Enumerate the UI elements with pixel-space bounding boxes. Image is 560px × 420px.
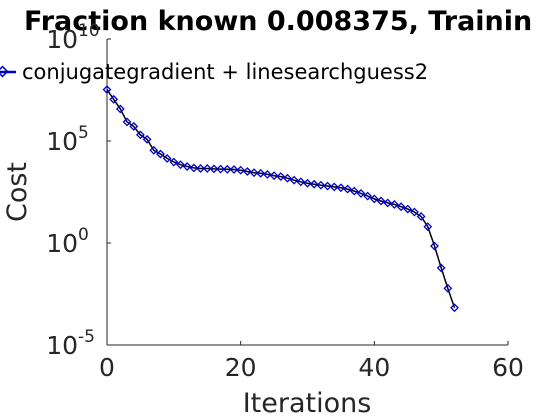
data-point: [416, 212, 426, 221]
data-point: [129, 121, 139, 131]
data-point: [336, 183, 346, 193]
data-point: [189, 163, 199, 173]
y-tick-label-base: 10: [46, 25, 78, 54]
data-point: [309, 179, 319, 189]
data-point: [436, 263, 446, 273]
y-tick-label-exponent: -5: [78, 327, 95, 347]
data-point: [369, 194, 379, 204]
data-point: [162, 153, 172, 163]
data-point: [450, 303, 459, 313]
data-point: [182, 162, 192, 171]
data-point: [242, 167, 252, 176]
data-point: [122, 117, 132, 127]
data-point: [410, 207, 419, 217]
data-point: [256, 168, 266, 178]
data-point: [249, 168, 259, 178]
data-point: [109, 94, 119, 104]
data-point: [149, 145, 159, 155]
data-point: [349, 186, 359, 196]
axes: [106, 39, 508, 346]
data-point: [303, 178, 312, 188]
data-point: [396, 202, 406, 212]
data-point: [363, 191, 373, 201]
data-point: [229, 165, 239, 174]
data-point: [383, 198, 393, 208]
y-tick-label-exponent: 0: [78, 225, 89, 245]
legend-marker-sample: [0, 65, 9, 78]
data-point: [283, 173, 292, 183]
data-point: [389, 199, 399, 209]
chart-title: Fraction known 0.008375, Trainin: [24, 6, 532, 37]
data-point: [443, 283, 453, 293]
x-tick-label: 60: [492, 353, 524, 382]
data-point: [209, 164, 219, 174]
legend: conjugategradient + linesearchguess2: [0, 60, 428, 84]
data-point: [296, 177, 306, 187]
x-tick-label: 20: [225, 353, 257, 382]
series-group: [102, 85, 459, 313]
data-point: [343, 184, 353, 194]
y-tick-label-exponent: 5: [78, 123, 89, 143]
data-point: [329, 182, 339, 192]
data-point: [176, 160, 185, 170]
data-point: [323, 181, 332, 191]
data-point: [236, 165, 246, 175]
data-point: [403, 204, 413, 214]
y-tick-label-base: 10: [46, 229, 78, 258]
series-line: [106, 89, 456, 308]
data-point: [430, 241, 439, 251]
data-point: [169, 157, 179, 167]
data-point: [202, 164, 212, 173]
data-point: [216, 164, 226, 174]
x-axis-label: Iterations: [243, 388, 372, 419]
data-point: [142, 134, 152, 144]
data-point: [262, 170, 272, 179]
legend-entry-label: conjugategradient + linesearchguess2: [22, 60, 428, 84]
x-ticks: 0 20 40 60: [99, 341, 524, 382]
data-point: [196, 164, 205, 173]
y-tick-label-base: 10: [46, 331, 78, 360]
x-tick-label: 0: [99, 353, 115, 382]
data-point: [316, 180, 326, 190]
data-point: [276, 172, 286, 182]
y-tick-label-exponent: 10: [78, 21, 100, 41]
y-tick-label-base: 10: [46, 127, 78, 156]
data-point: [423, 222, 433, 232]
data-point: [156, 149, 165, 159]
data-point: [289, 175, 299, 185]
x-tick-label: 40: [358, 353, 390, 382]
data-point: [269, 171, 279, 181]
data-point: [222, 164, 232, 174]
data-point: [376, 196, 386, 206]
data-point: [102, 85, 112, 95]
data-point: [135, 130, 145, 140]
y-axis-label: Cost: [2, 162, 33, 222]
data-point: [115, 104, 125, 114]
data-point: [356, 188, 366, 198]
